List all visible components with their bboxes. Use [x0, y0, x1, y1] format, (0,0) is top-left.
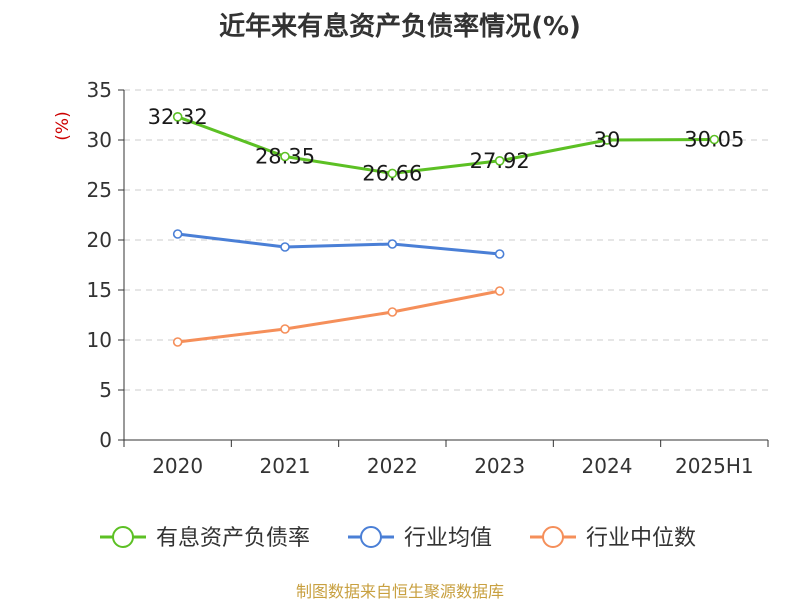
y-tick-label: 5: [99, 378, 112, 402]
data-point: [280, 324, 290, 334]
y-tick-label: 15: [87, 278, 112, 302]
data-point: [280, 151, 290, 162]
data-point: [494, 156, 505, 166]
legend-marker: [542, 526, 564, 548]
y-tick-label: 35: [87, 78, 112, 102]
data-label: 32.32: [148, 105, 208, 129]
data-point: [709, 134, 720, 145]
legend-label: 有息资产负债率: [156, 526, 310, 551]
x-tick-label: 2025H1: [675, 454, 754, 478]
data-point: [387, 307, 398, 317]
data-point: [172, 112, 183, 122]
data-label: 30: [594, 128, 621, 152]
series-line-2: [177, 289, 500, 344]
legend-marker: [360, 526, 382, 548]
data-point: [387, 239, 398, 249]
y-unit-label: (%): [53, 111, 73, 140]
source-note: 制图数据来自恒生聚源数据库: [295, 582, 504, 601]
x-tick-label: 2024: [582, 454, 633, 478]
chart-title: 近年来有息资产负债率情况(%): [219, 12, 581, 42]
data-point: [494, 286, 505, 296]
data-point: [494, 249, 505, 259]
x-tick-label: 2022: [367, 454, 418, 478]
y-tick-label: 0: [99, 428, 112, 452]
y-tick-label: 30: [87, 128, 112, 152]
y-tick-label: 20: [87, 228, 112, 252]
x-tick-label: 2021: [260, 454, 311, 478]
legend: 有息资产负债率 行业均值 行业中位数: [100, 526, 696, 551]
grid-lines: [124, 89, 768, 391]
data-point: [172, 337, 183, 347]
data-label: 27.92: [470, 149, 530, 173]
data-labels: 32.32 28.35 26.66 27.92 30 30.05: [148, 105, 745, 186]
y-tick-label: 25: [87, 178, 112, 202]
data-point: [387, 168, 398, 179]
axes: 0 5 10 15 20 25 30 35 2020 2021 2022 2023 2024 2025H1: [87, 78, 769, 478]
data-point: [602, 135, 612, 145]
x-tick-label: 2023: [474, 454, 525, 478]
legend-marker: [112, 526, 134, 548]
series-layer: [172, 112, 720, 347]
y-tick-label: 10: [87, 328, 112, 352]
data-point: [172, 229, 183, 239]
legend-label: 行业中位数: [586, 526, 696, 551]
series-line-1: [177, 232, 500, 256]
legend-label: 行业均值: [404, 526, 492, 551]
data-label: 30.05: [684, 128, 744, 152]
data-point: [280, 242, 290, 252]
data-label: 26.66: [362, 161, 422, 185]
series-line-0: [177, 115, 715, 175]
data-label: 28.35: [255, 145, 315, 169]
x-tick-label: 2020: [152, 454, 203, 478]
